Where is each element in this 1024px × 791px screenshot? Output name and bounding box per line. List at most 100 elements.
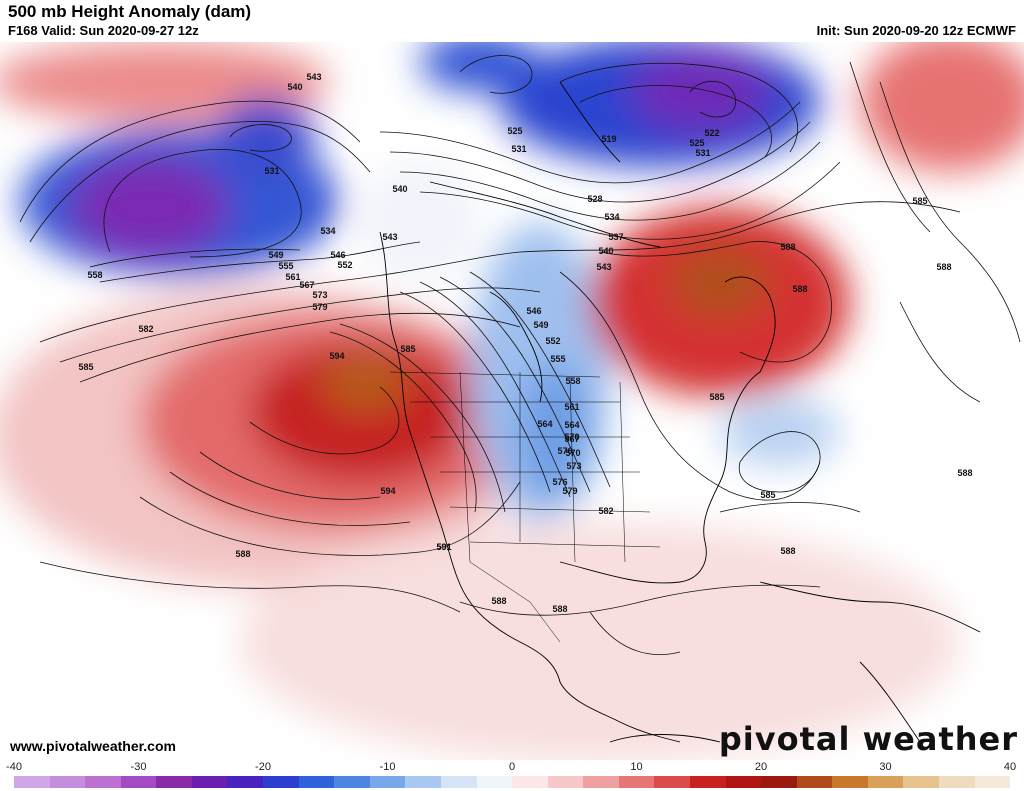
colorbar-swatch [476, 776, 513, 788]
colorbar-swatch [761, 776, 797, 788]
colorbar-swatch [796, 776, 833, 788]
colorbar-tick: -30 [130, 761, 147, 773]
contour-label: 537 [608, 232, 623, 242]
contour-label: 552 [545, 336, 560, 346]
colorbar-swatch [369, 776, 406, 788]
colorbar-tick: 20 [754, 761, 768, 773]
contour-label: 588 [552, 604, 567, 614]
colorbar-swatch [939, 776, 975, 788]
contour-label: 561 [564, 402, 579, 412]
pivotal-weather-logo: pivotal weather [718, 720, 1018, 758]
contour-label: 552 [337, 260, 352, 270]
header: 500 mb Height Anomaly (dam) F168 Valid: … [0, 0, 1024, 42]
contour-label: 588 [936, 262, 951, 272]
colorbar-swatch [689, 776, 726, 788]
contour-label: 522 [704, 128, 719, 138]
contour-label: 591 [436, 542, 451, 552]
contour-label: 531 [264, 166, 279, 176]
contour-label: 588 [780, 546, 795, 556]
contour-label: 570 [565, 448, 580, 458]
contour-label: 531 [695, 148, 710, 158]
colorbar-tick: 30 [879, 761, 892, 773]
colorbar-swatch [14, 776, 50, 788]
height-contours [19, 55, 1021, 655]
contour-label: 564 [564, 420, 579, 430]
anomaly-shading [0, 42, 1024, 760]
contour-label: 588 [491, 596, 506, 606]
colorbar-tick: -10 [379, 761, 396, 773]
contour-label: 534 [604, 212, 619, 222]
colorbar-tick: -20 [255, 761, 271, 773]
contour-label: 525 [689, 138, 704, 148]
contour-label: 579 [312, 302, 327, 312]
contour-label: 582 [598, 506, 613, 516]
colorbar-swatch [85, 776, 121, 788]
colorbar-swatch [227, 776, 264, 788]
contour-label: 573 [312, 290, 327, 300]
colorbar: -40 -30 -20 -10 0 10 20 30 40 [6, 760, 1016, 791]
colorbar-swatch [618, 776, 655, 788]
init-time: Init: Sun 2020-09-20 12z ECMWF [816, 23, 1016, 38]
contour-label: 588 [792, 284, 807, 294]
contour-label: 567 [299, 280, 314, 290]
contour-label: 564 [537, 419, 552, 429]
contour-label: 585 [709, 392, 724, 402]
colorbar-tick: 0 [508, 761, 516, 773]
colorbar-swatch [405, 776, 441, 788]
contour-label: 585 [912, 196, 927, 206]
colorbar-tick: 10 [630, 761, 643, 773]
valid-time: F168 Valid: Sun 2020-09-27 12z [8, 23, 199, 38]
contour-label: 525 [507, 126, 522, 136]
political-borders [389, 371, 661, 643]
contour-label: 555 [550, 354, 565, 364]
contour-label: 540 [392, 184, 407, 194]
colorbar-swatch [974, 776, 1011, 788]
contour-label: 558 [87, 270, 102, 280]
contour-label: 549 [268, 250, 283, 260]
contour-label: 555 [278, 261, 293, 271]
contour-label: 546 [330, 250, 345, 260]
contour-label: 570 [564, 432, 579, 442]
contour-label: 594 [380, 486, 395, 496]
contour-label: 573 [566, 461, 581, 471]
colorbar-swatch [583, 776, 619, 788]
contour-label: 543 [382, 232, 397, 242]
contour-label: 588 [235, 549, 250, 559]
contour-label: 543 [596, 262, 611, 272]
coastlines [379, 81, 981, 743]
colorbar-swatch [191, 776, 228, 788]
contour-label: 588 [957, 468, 972, 478]
map-canvas: 5435405315345405435495555615675735795465… [0, 42, 1024, 760]
contour-label: 558 [565, 376, 580, 386]
contour-label: 588 [780, 242, 795, 252]
contour-label: 549 [533, 320, 548, 330]
contour-label: 528 [587, 194, 602, 204]
contour-label: 582 [138, 324, 153, 334]
colorbar-swatch [440, 776, 477, 788]
colorbar-swatch [156, 776, 192, 788]
contour-label: 576 [552, 477, 567, 487]
contour-label: 531 [511, 144, 526, 154]
contour-label: 594 [329, 351, 344, 361]
anomaly-map: 543 540 531 534 540 543 549 555 561 567 573 579 546 5… [0, 42, 1024, 760]
colorbar-swatch [867, 776, 904, 788]
map-title: 500 mb Height Anomaly (dam) [8, 2, 252, 21]
contour-labels: 5435405315345405435495555615675735795465… [78, 72, 972, 614]
contour-label: 591 [436, 542, 451, 552]
colorbar-tick: -40 [6, 761, 22, 773]
contour-label: 585 [760, 490, 775, 500]
colorbar-swatch [263, 776, 299, 788]
contour-label: 585 [78, 362, 93, 372]
colorbar-swatch [120, 776, 157, 788]
colorbar-swatch [547, 776, 584, 788]
colorbar-swatch [832, 776, 868, 788]
contour-label: 540 [287, 82, 302, 92]
website-link[interactable]: www.pivotalweather.com [10, 738, 176, 754]
colorbar-strip [14, 776, 1011, 788]
contour-label: 567 [564, 434, 579, 444]
contour-label: 546 [526, 306, 541, 316]
contour-label: 561 [285, 272, 300, 282]
colorbar-swatch [49, 776, 86, 788]
colorbar-swatch [903, 776, 940, 788]
colorbar-swatch [725, 776, 762, 788]
